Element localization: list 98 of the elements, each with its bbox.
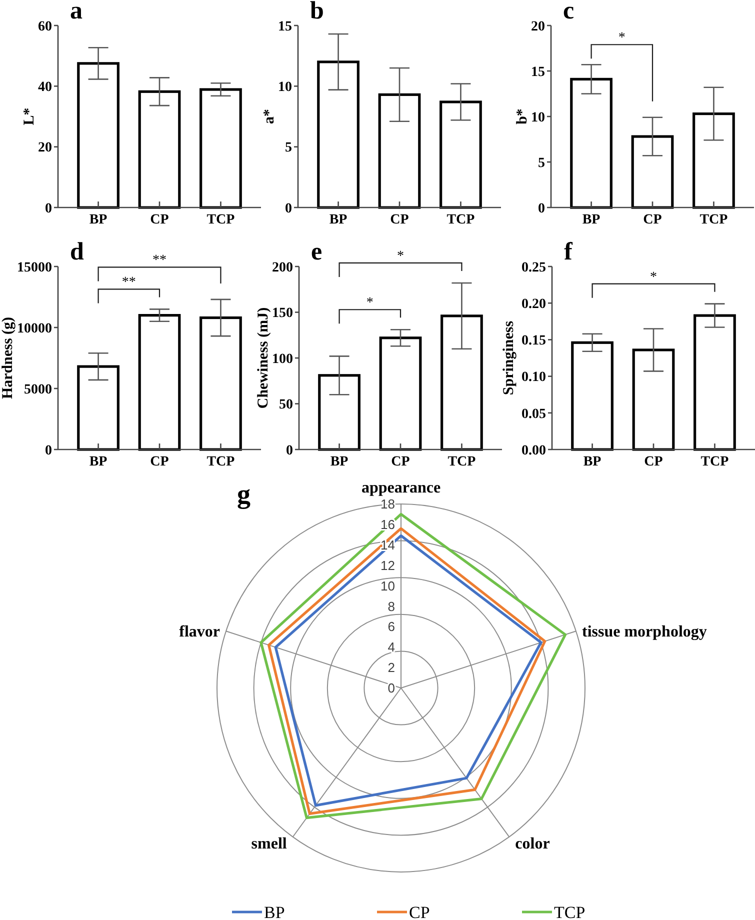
- bar: [138, 90, 181, 209]
- x-tick-label: CP: [644, 454, 664, 470]
- y-tick-label: 10: [531, 110, 545, 126]
- annotation: **: [122, 275, 136, 290]
- bar: [318, 374, 360, 451]
- bar: [571, 341, 614, 451]
- y-tick-label: 0: [538, 201, 545, 216]
- x-tick-label: TCP: [700, 454, 730, 470]
- bar: [570, 78, 612, 209]
- y-tick-label: 100: [272, 352, 293, 367]
- x-tick-label: CP: [390, 212, 410, 228]
- y-tick-label: 15: [531, 64, 545, 80]
- spoke-label: tissue morphology: [582, 624, 707, 641]
- x-tick-label: TCP: [448, 454, 476, 470]
- y-tick-label: 5: [538, 156, 545, 171]
- spoke-label: flavor: [179, 624, 220, 641]
- x-tick-label: BP: [583, 454, 602, 470]
- bar: [692, 112, 735, 209]
- x-tick-label: CP: [391, 454, 410, 470]
- y-tick-label: 5000: [24, 382, 52, 398]
- bar: [631, 135, 674, 209]
- y-tick-label: 6: [388, 619, 395, 634]
- y-axis-title: L*: [22, 108, 38, 126]
- bar: [440, 314, 483, 451]
- y-tick-label: 150: [272, 306, 293, 322]
- bar: [379, 336, 422, 451]
- y-tick-label: 50: [279, 398, 293, 413]
- y-tick-label: 8: [388, 598, 395, 614]
- y-tick-label: 5: [285, 140, 292, 156]
- spoke-label: smell: [251, 835, 288, 852]
- y-tick-label: 0.05: [522, 406, 546, 422]
- spoke-label: appearance: [361, 480, 441, 497]
- chart-title: c: [563, 0, 574, 24]
- y-tick-label: 10000: [17, 321, 52, 336]
- x-tick-label: CP: [150, 212, 170, 228]
- y-tick-label: 10: [278, 80, 292, 96]
- y-tick-label: 20: [38, 140, 52, 156]
- annotation: *: [650, 270, 657, 285]
- text: *: [397, 248, 404, 264]
- spoke-label: color: [515, 835, 550, 852]
- bar: [632, 348, 675, 451]
- y-tick-label: 0.00: [522, 443, 546, 458]
- chart-title: b: [310, 0, 324, 24]
- legend-label: TCP: [554, 902, 586, 920]
- chart-title: f: [564, 238, 573, 266]
- y-tick-label: 15: [278, 19, 292, 34]
- bar: [77, 62, 120, 209]
- bar: [440, 100, 482, 209]
- chart-title: d: [70, 238, 84, 266]
- bar: [378, 93, 421, 209]
- x-tick-label: BP: [582, 212, 601, 228]
- x-tick-label: CP: [150, 454, 170, 470]
- y-axis-title: Springiness: [501, 320, 518, 396]
- bar: [200, 88, 242, 209]
- y-tick-label: 0: [388, 680, 395, 696]
- chart-title: g: [237, 479, 251, 509]
- y-tick-label: 0: [45, 201, 52, 216]
- x-tick-label: BP: [330, 454, 349, 470]
- chart-title: a: [70, 0, 83, 24]
- y-axis-title: b*: [514, 108, 531, 124]
- y-tick-label: 2: [388, 660, 395, 676]
- x-tick-label: BP: [329, 212, 348, 228]
- y-axis-title: Chewiness (mJ): [255, 307, 272, 409]
- x-tick-label: TCP: [206, 454, 236, 470]
- annotation: **: [152, 253, 166, 268]
- y-tick-label: 200: [272, 260, 293, 276]
- x-tick-label: TCP: [700, 212, 728, 228]
- y-tick-label: 60: [38, 19, 52, 34]
- x-tick-label: BP: [89, 212, 108, 228]
- bar: [317, 60, 360, 209]
- y-tick-label: 10: [380, 578, 395, 594]
- bar: [138, 314, 181, 451]
- y-tick-label: 0: [285, 201, 292, 216]
- annotation: *: [366, 296, 374, 311]
- bar: [694, 314, 736, 451]
- y-tick-label: 0.20: [522, 297, 546, 312]
- bar: [77, 365, 120, 451]
- x-tick-label: TCP: [206, 212, 236, 228]
- x-tick-label: CP: [643, 212, 662, 228]
- y-tick-label: 0: [45, 443, 52, 458]
- chart-title: e: [311, 238, 322, 266]
- y-axis-title: a*: [262, 109, 278, 124]
- y-tick-label: 0.10: [522, 370, 546, 386]
- y-tick-label: 0.15: [522, 334, 546, 349]
- y-tick-label: 0: [286, 443, 293, 458]
- legend-label: CP: [409, 902, 430, 920]
- annotation: *: [618, 30, 626, 46]
- y-tick-label: 40: [38, 80, 52, 96]
- y-tick-label: 0.25: [522, 260, 546, 276]
- x-tick-label: TCP: [446, 212, 476, 228]
- y-axis-title: Hardness (g): [0, 316, 16, 400]
- bar: [200, 316, 242, 451]
- x-tick-label: BP: [89, 454, 108, 470]
- y-tick-label: 20: [531, 19, 545, 34]
- y-tick-label: 15000: [17, 260, 52, 276]
- legend-label: BP: [264, 902, 285, 920]
- y-tick-label: 12: [380, 558, 395, 573]
- y-tick-label: 4: [388, 640, 395, 655]
